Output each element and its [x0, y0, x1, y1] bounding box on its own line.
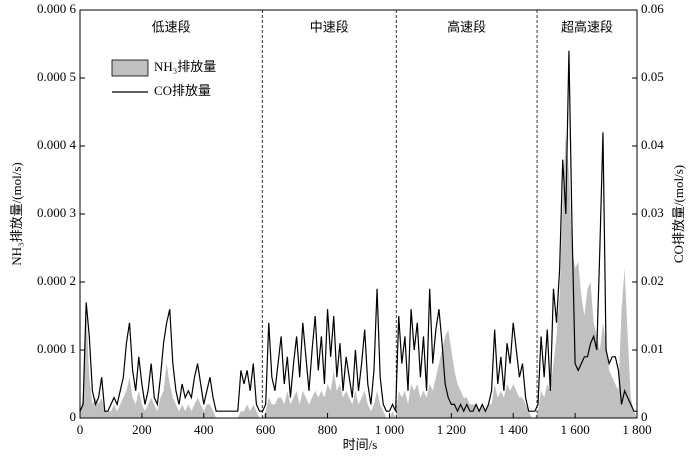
y-tick-label: 0 — [70, 409, 77, 424]
co-line — [79, 50, 637, 413]
legend-swatch — [111, 59, 149, 77]
y-tick-label: 0.000 1 — [37, 341, 76, 356]
x-axis-label: 时间/s — [343, 437, 378, 452]
x-tick-label: 1 200 — [437, 422, 466, 437]
x-tick-label: 800 — [318, 422, 338, 437]
y-tick-label: 0.000 2 — [37, 273, 76, 288]
y2-tick-label: 0.02 — [641, 273, 664, 288]
x-tick-label: 1 000 — [375, 422, 404, 437]
phase-label: 中速段 — [310, 21, 349, 36]
legend-label: CO排放量 — [154, 83, 211, 98]
x-tick-label: 0 — [77, 422, 84, 437]
x-tick-label: 400 — [194, 422, 214, 437]
x-tick-label: 1 600 — [560, 422, 589, 437]
x-tick-label: 200 — [132, 422, 152, 437]
y2-tick-label: 0.05 — [641, 69, 664, 84]
y2-tick-label: 0.04 — [641, 137, 664, 152]
y2-tick-label: 0 — [641, 409, 648, 424]
y2-tick-label: 0.06 — [641, 1, 664, 16]
y-tick-label: 0.000 3 — [37, 205, 76, 220]
phase-label: 高速段 — [447, 20, 486, 36]
y2-tick-label: 0.01 — [641, 341, 664, 356]
y-axis-label: NH₃排放量/(mol/s) — [9, 162, 24, 265]
y-tick-label: 0.000 6 — [37, 1, 77, 16]
phase-label: 超高速段 — [561, 20, 613, 36]
y-tick-label: 0.000 5 — [37, 69, 76, 84]
legend-label: NH₃排放量 — [154, 59, 216, 74]
y2-axis-label: CO排放量/(mol/s) — [671, 165, 686, 263]
x-tick-label: 1 800 — [622, 422, 651, 437]
phase-label: 低速段 — [152, 21, 191, 36]
x-tick-label: 1 400 — [499, 422, 528, 437]
y2-tick-label: 0.03 — [641, 205, 664, 220]
x-tick-label: 600 — [256, 422, 276, 437]
nh3-area — [80, 132, 637, 418]
y-tick-label: 0.000 4 — [37, 137, 77, 152]
